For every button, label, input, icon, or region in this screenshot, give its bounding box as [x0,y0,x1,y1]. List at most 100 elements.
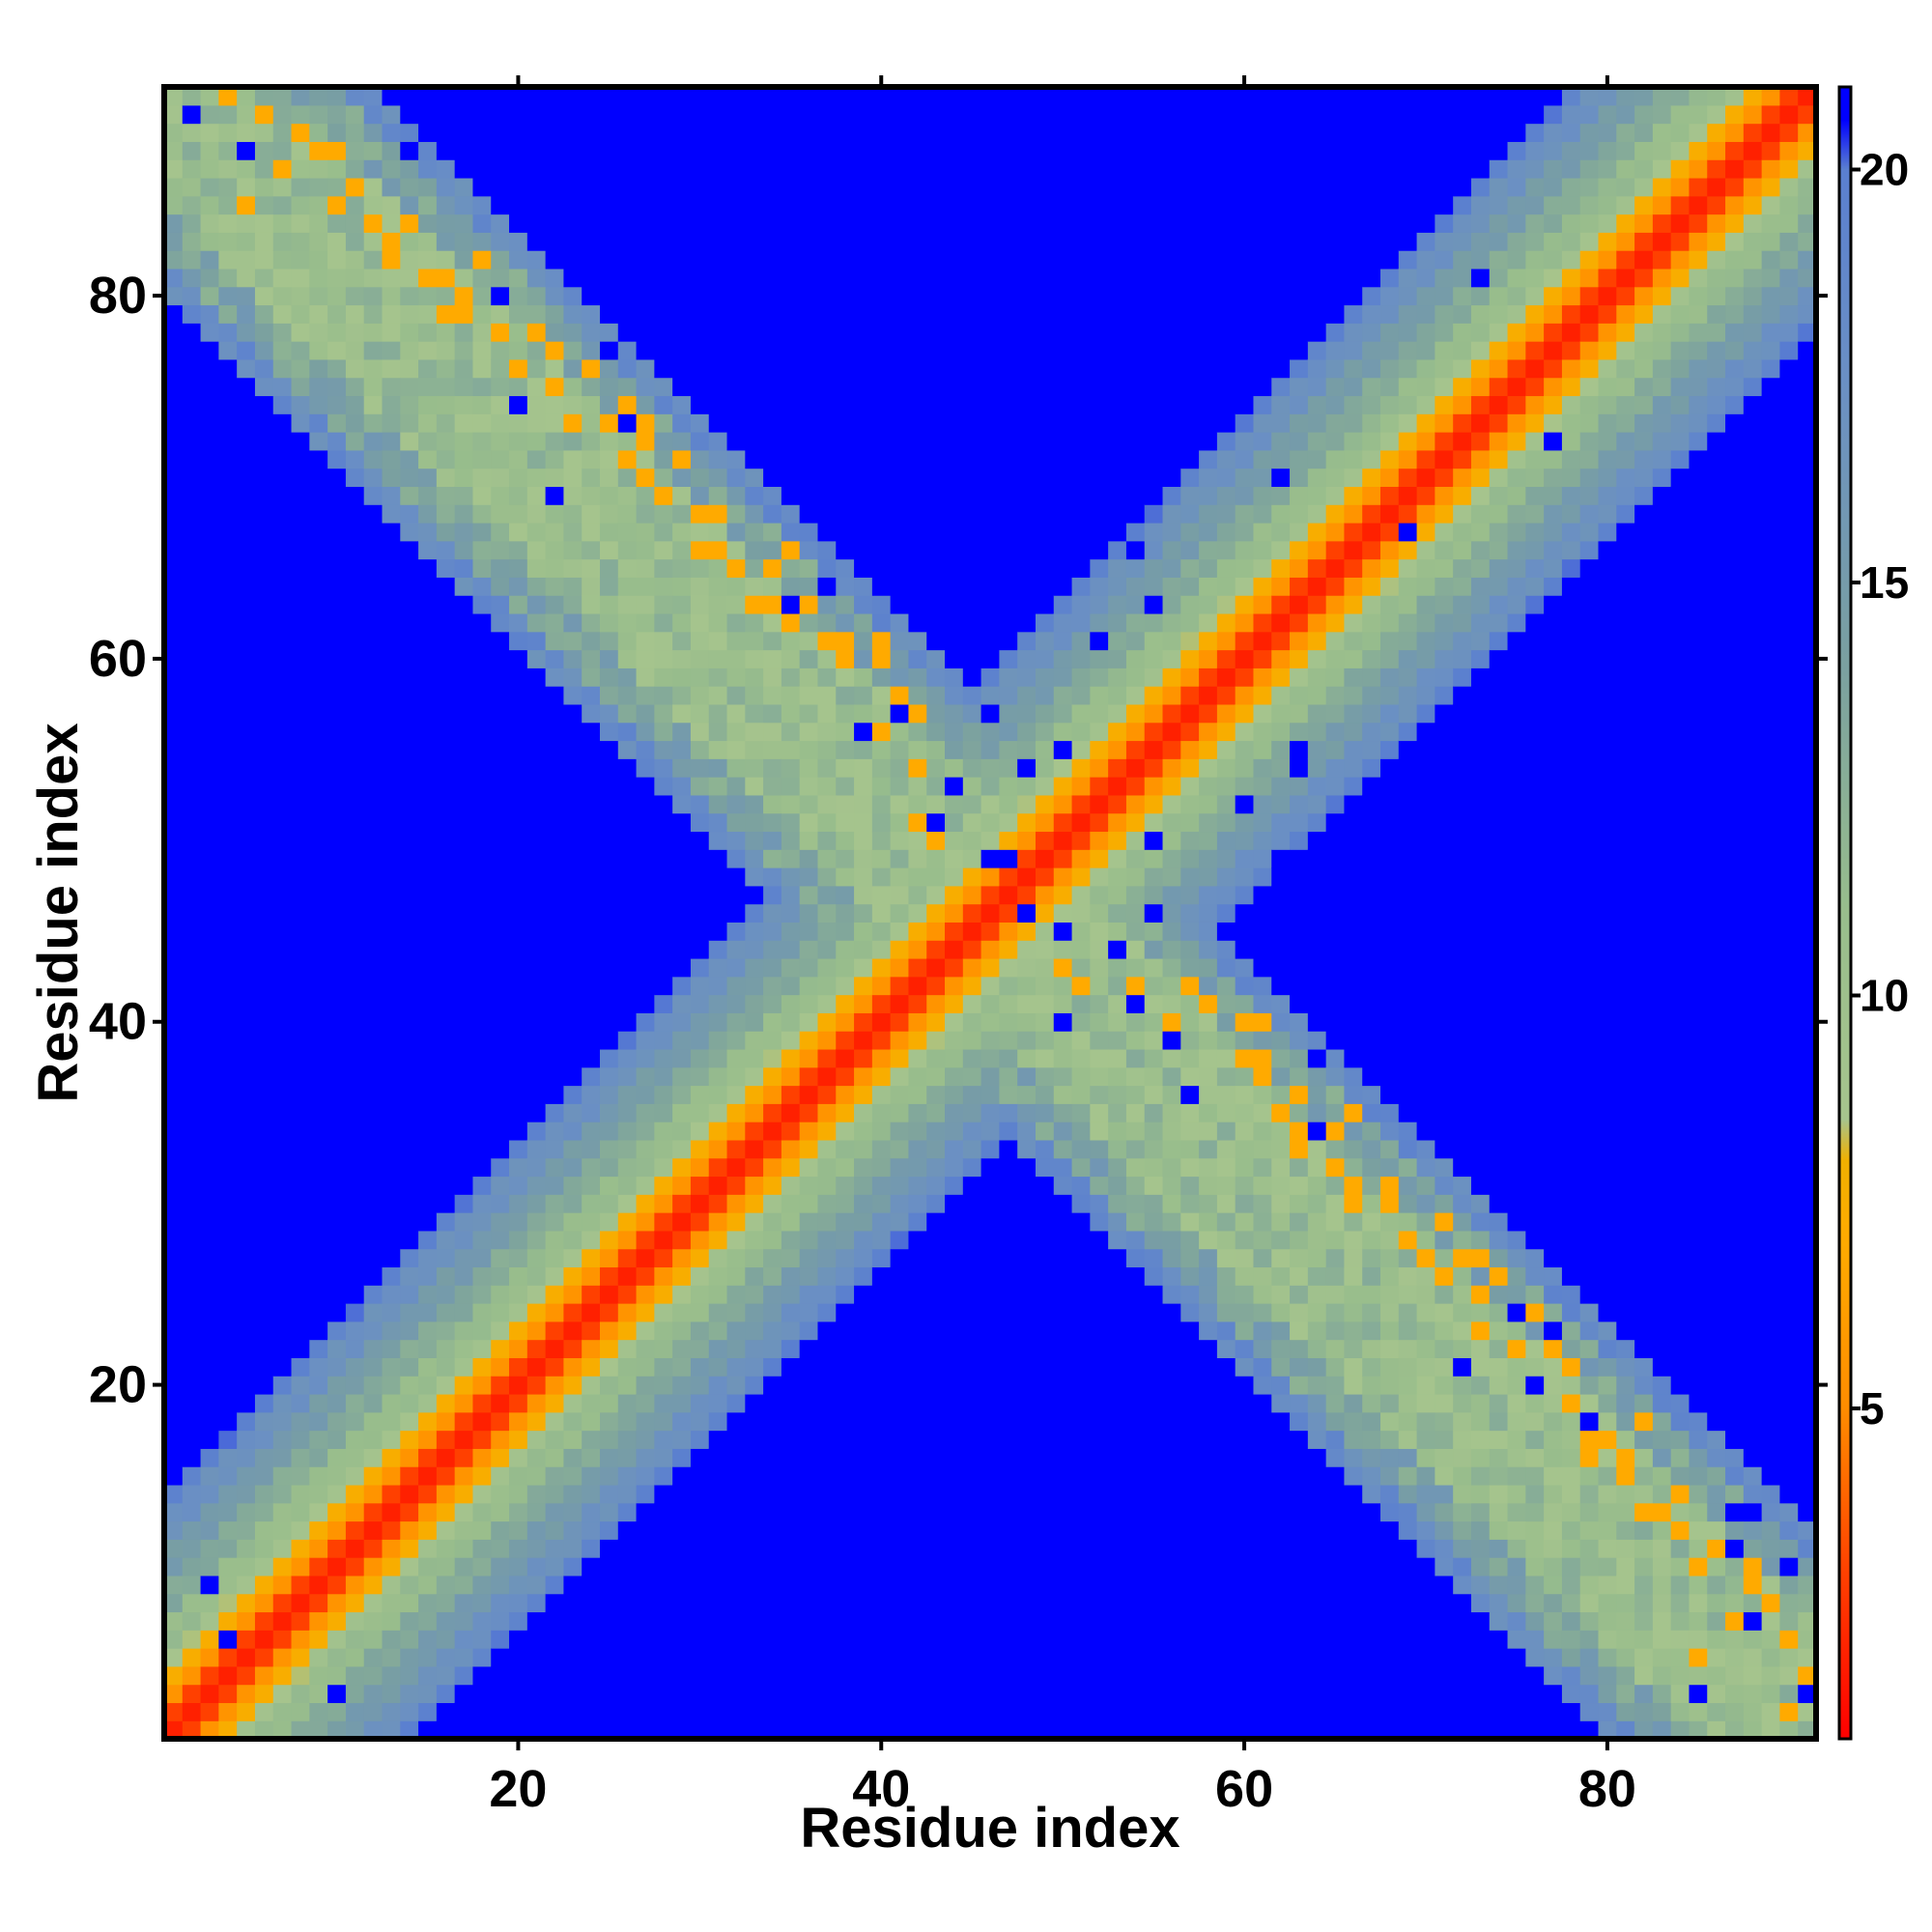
heatmap-cell [363,1212,384,1232]
heatmap-cell [1017,1339,1037,1358]
heatmap-cell [636,612,655,633]
heatmap-cell [436,358,456,379]
heatmap-cell [327,703,347,724]
heatmap-cell [908,1393,927,1413]
heatmap-cell [436,87,456,106]
heatmap-cell [617,1520,638,1540]
heatmap-cell [345,159,365,179]
heatmap-cell [836,758,855,778]
heatmap-cell [763,413,782,433]
heatmap-cell [871,141,892,160]
heatmap-cell [654,1248,673,1268]
heatmap-cell [545,777,565,796]
heatmap-cell [763,1411,782,1432]
heatmap-cell [636,304,655,324]
heatmap-cell [654,1376,673,1395]
heatmap-cell [1144,994,1164,1013]
heatmap-cell [763,432,782,451]
heatmap-cell [382,1012,401,1032]
heatmap-cell [854,286,873,306]
heatmap-cell [200,903,219,923]
heatmap-cell [582,195,601,215]
heatmap-cell [526,286,547,306]
heatmap-cell [726,1557,746,1577]
heatmap-cell [454,1031,474,1050]
heatmap-cell [400,1648,419,1667]
heatmap-cell [382,849,401,868]
heatmap-cell [345,1430,365,1449]
heatmap-cell [926,903,946,923]
heatmap-cell [690,777,710,796]
heatmap-cell [237,1266,256,1286]
heatmap-cell [945,1194,964,1213]
heatmap-cell [237,323,256,342]
heatmap-cell [345,922,365,941]
heatmap-cell [726,1285,746,1304]
heatmap-cell [708,1139,728,1159]
heatmap-cell [345,758,365,778]
heatmap-cell [327,612,347,633]
heatmap-cell [854,1466,873,1486]
heatmap-cell [708,141,728,160]
heatmap-cell [617,1611,638,1631]
heatmap-cell [563,1611,582,1631]
heatmap-cell [418,577,438,596]
heatmap-cell [781,159,801,179]
heatmap-cell [1125,1103,1146,1122]
heatmap-cell [218,1684,238,1704]
heatmap-cell [509,1411,528,1432]
heatmap-cell [200,141,219,160]
heatmap-cell [836,1720,855,1740]
heatmap-cell [218,957,238,978]
heatmap-cell [672,1339,692,1358]
heatmap-cell [491,558,510,578]
heatmap-cell [1071,976,1091,996]
heatmap-cell [272,1720,293,1740]
heatmap-cell [763,558,782,578]
heatmap-cell [745,486,764,505]
heatmap-cell [726,1012,746,1032]
heatmap-cell [617,413,638,433]
heatmap-cell [654,377,673,397]
heatmap-cell [164,213,184,233]
heatmap-cell [926,831,946,850]
heatmap-cell [1144,558,1164,578]
heatmap-cell [763,1139,782,1159]
heatmap-cell [871,1665,892,1686]
heatmap-cell [999,812,1018,833]
heatmap-cell [327,504,347,524]
heatmap-cell [636,1665,655,1686]
heatmap-cell [545,1303,565,1322]
heatmap-cell [291,468,310,488]
heatmap-cell [871,104,892,125]
heatmap-cell [363,232,384,251]
heatmap-cell [309,1357,328,1377]
heatmap-cell [745,649,764,668]
heatmap-cell [836,341,855,360]
heatmap-cell [454,1520,474,1540]
heatmap-cell [999,1575,1018,1595]
heatmap-cell [237,1665,256,1686]
heatmap-cell [254,1575,274,1595]
heatmap-cell [218,468,238,488]
heatmap-cell [908,1611,927,1631]
heatmap-cell [799,504,819,524]
heatmap-cell [599,1139,619,1159]
heatmap-cell [690,1411,710,1432]
heatmap-cell [799,1430,819,1449]
heatmap-cell [726,213,746,233]
heatmap-cell [672,903,692,923]
heatmap-cell [763,104,782,125]
heatmap-cell [164,1303,184,1322]
heatmap-cell [636,432,655,451]
heatmap-cell [345,1648,365,1667]
heatmap-cell [509,922,528,941]
heatmap-cell [926,1176,946,1195]
heatmap-cell [454,976,474,996]
heatmap-cell [1071,1048,1091,1068]
heatmap-cell [491,740,510,759]
heatmap-cell [980,1702,1000,1721]
heatmap-cell [708,922,728,941]
heatmap-cell [563,903,582,923]
heatmap-cell [237,1702,256,1721]
